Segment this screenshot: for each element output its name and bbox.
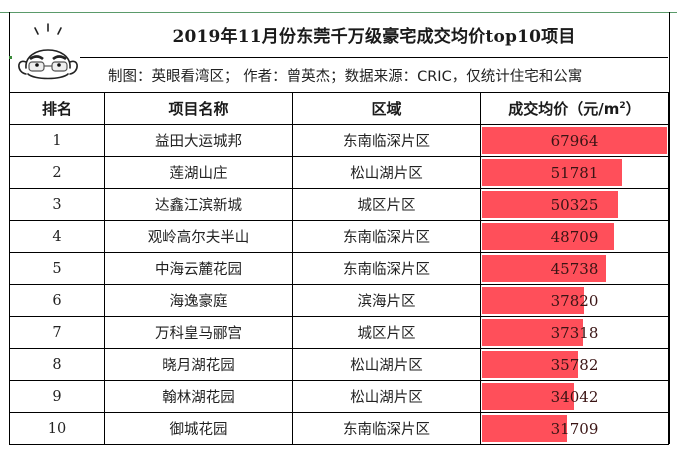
cell-marker: [9, 56, 12, 59]
district-cell: 东南临深片区: [292, 252, 481, 285]
header-rank: 排名: [9, 92, 105, 125]
district-cell: 城区片区: [292, 188, 481, 221]
rank-cell: 6: [9, 284, 105, 317]
price-value: 67964: [550, 131, 599, 150]
rank-cell: 1: [9, 124, 105, 157]
table-row: 1 益田大运城邦 东南临深片区 67964: [9, 124, 669, 157]
project-name-cell: 海逸豪庭: [104, 284, 293, 317]
header-project-name: 项目名称: [104, 92, 293, 125]
district-cell: 松山湖片区: [292, 380, 481, 413]
price-value: 51781: [550, 163, 599, 182]
price-value: 50325: [550, 195, 599, 214]
ranking-table: 排名 项目名称 区域 成交均价（元/m2） 1 益田大运城邦 东南临深片区 67964…: [9, 92, 669, 445]
table-row: 9 翰林湖花园 松山湖片区 34042: [9, 380, 669, 413]
project-name-cell: 观岭高尔夫半山: [104, 220, 293, 253]
table-body: 1 益田大运城邦 东南临深片区 67964 2 莲湖山庄 松山湖片区 51781 3 达鑫江滨新城…: [9, 124, 669, 445]
price-value: 37820: [550, 291, 599, 310]
price-data-bar: [482, 415, 568, 442]
avg-price-cell: 37318: [480, 316, 669, 349]
avg-price-cell: 51781: [480, 156, 669, 189]
price-data-bar: [482, 191, 619, 218]
district-cell: 东南临深片区: [292, 220, 481, 253]
project-name-cell: 晓月湖花园: [104, 348, 293, 381]
district-cell: 东南临深片区: [292, 124, 481, 157]
price-data-bar: [482, 319, 583, 346]
rank-cell: 7: [9, 316, 105, 349]
avg-price-cell: 45738: [480, 252, 669, 285]
price-value: 31709: [550, 419, 599, 438]
table-header-row: 排名 项目名称 区域 成交均价（元/m2）: [9, 92, 669, 125]
price-value: 45738: [550, 259, 599, 278]
report-subtitle: 制图：英眼看湾区； 作者：曾英杰；数据来源：CRIC，仅统计住宅和公寓: [108, 68, 583, 85]
rank-cell: 5: [9, 252, 105, 285]
table-row: 4 观岭高尔夫半山 东南临深片区 48709: [9, 220, 669, 253]
avg-price-cell: 50325: [480, 188, 669, 221]
rank-cell: 4: [9, 220, 105, 253]
district-cell: 松山湖片区: [292, 156, 481, 189]
project-name-cell: 益田大运城邦: [104, 124, 293, 157]
header-district: 区域: [292, 92, 481, 125]
header-avg-price: 成交均价（元/m2）: [480, 92, 669, 125]
avg-price-cell: 67964: [480, 124, 669, 157]
report-title: 2019年11月份东莞千万级豪宅成交均价top10项目: [172, 27, 576, 47]
table-row: 10 御城花园 东南临深片区 31709: [9, 412, 669, 445]
price-value: 48709: [550, 227, 599, 246]
price-data-bar: [482, 351, 579, 378]
rank-cell: 10: [9, 412, 105, 445]
table-row: 5 中海云麓花园 东南临深片区 45738: [9, 252, 669, 285]
project-name-cell: 莲湖山庄: [104, 156, 293, 189]
table-row: 7 万科皇马郦宫 城区片区 37318: [9, 316, 669, 349]
district-cell: 松山湖片区: [292, 348, 481, 381]
table-row: 6 海逸豪庭 滨海片区 37820: [9, 284, 669, 317]
rank-cell: 8: [9, 348, 105, 381]
header-avg-price-label: 成交均价（元/m2）: [508, 100, 641, 118]
district-cell: 城区片区: [292, 316, 481, 349]
project-name-cell: 达鑫江滨新城: [104, 188, 293, 221]
price-data-bar: [482, 287, 585, 314]
price-value: 34042: [550, 387, 599, 406]
project-name-cell: 中海云麓花园: [104, 252, 293, 285]
avg-price-cell: 31709: [480, 412, 669, 445]
project-name-cell: 翰林湖花园: [104, 380, 293, 413]
sheet-top-border-line: [0, 12, 677, 13]
rank-cell: 2: [9, 156, 105, 189]
rank-cell: 3: [9, 188, 105, 221]
table-row: 8 晓月湖花园 松山湖片区 35782: [9, 348, 669, 381]
district-cell: 东南临深片区: [292, 412, 481, 445]
price-data-bar: [482, 127, 667, 154]
table-row: 2 莲湖山庄 松山湖片区 51781: [9, 156, 669, 189]
avg-price-cell: 34042: [480, 380, 669, 413]
title-divider: [80, 57, 668, 58]
project-name-cell: 御城花园: [104, 412, 293, 445]
author-avatar-icon: [12, 22, 84, 84]
price-data-bar: [482, 255, 606, 282]
rank-cell: 9: [9, 380, 105, 413]
avg-price-cell: 48709: [480, 220, 669, 253]
price-data-bar: [482, 223, 615, 250]
project-name-cell: 万科皇马郦宫: [104, 316, 293, 349]
table-row: 3 达鑫江滨新城 城区片区 50325: [9, 188, 669, 221]
avg-price-cell: 37820: [480, 284, 669, 317]
district-cell: 滨海片区: [292, 284, 481, 317]
price-data-bar: [482, 159, 623, 186]
price-value: 37318: [550, 323, 599, 342]
price-data-bar: [482, 383, 574, 410]
avg-price-cell: 35782: [480, 348, 669, 381]
price-value: 35782: [550, 355, 599, 374]
